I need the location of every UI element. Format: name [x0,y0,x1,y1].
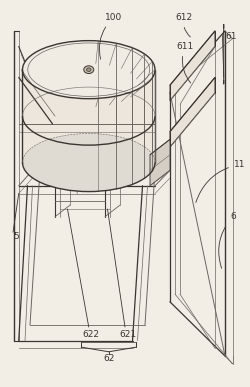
Text: 621: 621 [119,330,136,339]
Text: 611: 611 [176,42,194,83]
Text: 612: 612 [175,13,192,37]
Polygon shape [170,77,215,147]
Text: 11: 11 [196,160,245,202]
Text: 6: 6 [219,212,236,268]
Text: 61: 61 [225,32,236,41]
Text: 100: 100 [99,13,122,59]
Polygon shape [10,31,195,341]
Ellipse shape [22,41,155,99]
Polygon shape [150,139,170,186]
Ellipse shape [86,68,91,71]
Text: 622: 622 [83,330,100,339]
Polygon shape [22,70,155,163]
Ellipse shape [84,66,94,74]
Polygon shape [170,31,215,101]
Text: 62: 62 [103,354,115,363]
Ellipse shape [22,134,155,192]
Text: 5: 5 [14,231,19,241]
